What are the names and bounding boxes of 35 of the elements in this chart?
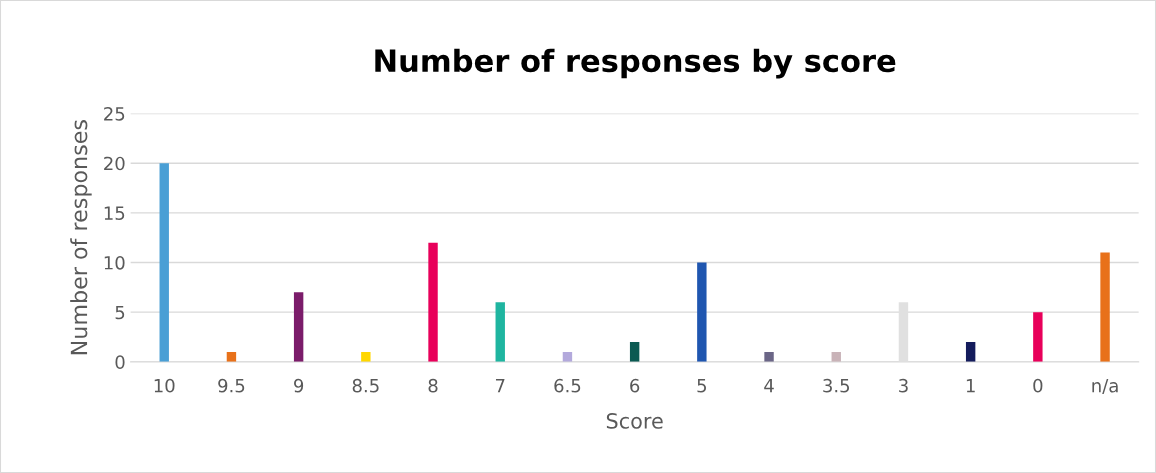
x-tick-label: 10 [154, 378, 175, 393]
bar [361, 351, 371, 362]
bar [159, 163, 169, 362]
y-axis-title: Number of responses [70, 120, 92, 355]
y-tick-label: 0 [115, 355, 125, 369]
bar [1100, 252, 1110, 362]
bar [428, 242, 438, 362]
x-tick-label: 9 [294, 378, 304, 393]
x-tick-label: n/a [1092, 379, 1118, 394]
bar [965, 341, 976, 362]
x-tick-label: 3.5 [823, 378, 850, 393]
bar [495, 302, 505, 362]
y-tick-label: 10 [104, 255, 125, 270]
x-tick-label: 0 [1033, 378, 1043, 393]
chart-title: Number of responses by score [375, 48, 896, 79]
x-tick-label: 4 [764, 379, 774, 393]
y-tick-label: 15 [104, 206, 125, 220]
bar [697, 262, 707, 362]
bar [764, 351, 774, 362]
x-tick-label: 9.5 [218, 378, 245, 393]
y-tick-label: 25 [104, 106, 125, 121]
x-tick-label: 7 [495, 379, 505, 393]
y-tick-label: 20 [104, 156, 125, 171]
x-tick-label: 6.5 [554, 378, 581, 393]
x-tick-label: 6 [630, 378, 640, 393]
x-tick-label: 8.5 [352, 378, 379, 393]
x-tick-label: 3 [899, 378, 908, 393]
bar [1033, 312, 1043, 362]
x-tick-label: 8 [428, 378, 438, 393]
x-axis-title: Score [606, 413, 663, 429]
x-tick-label: 1 [966, 379, 975, 393]
bar [629, 341, 640, 362]
bar [293, 292, 304, 362]
x-tick-label: 5 [697, 379, 707, 393]
y-tick-label: 5 [115, 305, 125, 320]
